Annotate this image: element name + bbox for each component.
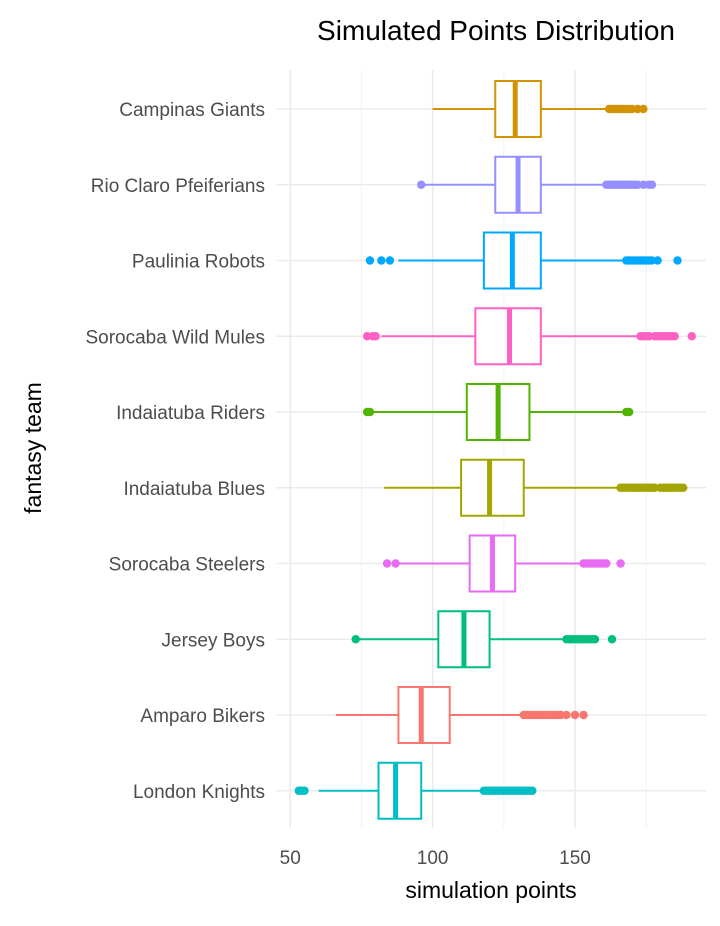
y-tick-label: Jersey Boys [162, 630, 265, 651]
boxplot-jersey-boys [351, 610, 617, 669]
y-tick-label: London Knights [133, 782, 265, 803]
y-tick-label: Sorocaba Wild Mules [85, 327, 265, 348]
outlier-point [616, 559, 625, 568]
boxplot-london-knights [294, 761, 537, 820]
y-tick-label: Indaiatuba Riders [116, 403, 265, 424]
x-tick-label: 50 [280, 848, 301, 869]
x-axis-title: simulation points [405, 877, 576, 903]
y-tick-label: Amparo Bikers [140, 706, 265, 727]
outlier-point [365, 407, 375, 417]
iqr-box [494, 80, 542, 138]
y-tick-labels: Campinas Giants Rio Claro Pfeiferians Paul… [85, 100, 265, 803]
outlier-point [679, 483, 688, 492]
outlier-point [602, 559, 611, 568]
y-tick-label: Campinas Giants [119, 100, 265, 121]
outlier-point [570, 710, 580, 720]
outlier-point [382, 559, 392, 568]
outlier-point [647, 180, 657, 189]
y-axis-title: fantasy team [20, 382, 46, 514]
boxplot-indaiatuba-riders [362, 383, 634, 441]
boxplot-paulinia-robots [365, 231, 682, 290]
y-tick-label: Indaiatuba Blues [123, 479, 265, 500]
outlier-point [351, 635, 360, 644]
outlier-point [562, 710, 571, 720]
outlier-point [687, 332, 696, 341]
outlier-point [528, 786, 537, 795]
outlier-point [673, 256, 682, 265]
x-tick-label: 100 [417, 848, 449, 869]
iqr-box [377, 761, 423, 820]
outlier-point [670, 332, 679, 341]
outlier-point [417, 180, 426, 189]
boxplot-rio-claro-pfeiferians [417, 155, 657, 214]
y-tick-label: Sorocaba Steelers [109, 555, 265, 576]
outlier-point [371, 332, 380, 341]
x-tick-label: 150 [559, 848, 591, 869]
outlier-point [377, 256, 386, 265]
outlier-point [607, 635, 617, 644]
outlier-point [579, 710, 588, 720]
outlier-point [590, 635, 600, 644]
iqr-box [460, 458, 525, 517]
boxes [294, 80, 696, 820]
outlier-point [391, 559, 400, 568]
outlier-point [653, 256, 662, 265]
boxplot-campinas-giants [432, 80, 648, 138]
chart-title: Simulated Points Distribution [317, 15, 675, 46]
outlier-point [300, 786, 309, 795]
boxplot-amparo-bikers [335, 686, 588, 744]
boxplot-sorocaba-wild-mules [362, 307, 696, 366]
boxplot-indaiatuba-blues [384, 458, 688, 517]
x-tick-labels: 50 100 150 [280, 848, 591, 869]
boxplot-sorocaba-steelers [382, 534, 625, 593]
outlier-point [385, 256, 395, 265]
outlier-point [365, 256, 375, 265]
outlier-point [639, 104, 648, 114]
outlier-point [624, 407, 634, 417]
y-tick-label: Rio Claro Pfeiferians [91, 176, 265, 197]
y-tick-label: Paulinia Robots [132, 252, 265, 273]
iqr-box [397, 686, 451, 744]
